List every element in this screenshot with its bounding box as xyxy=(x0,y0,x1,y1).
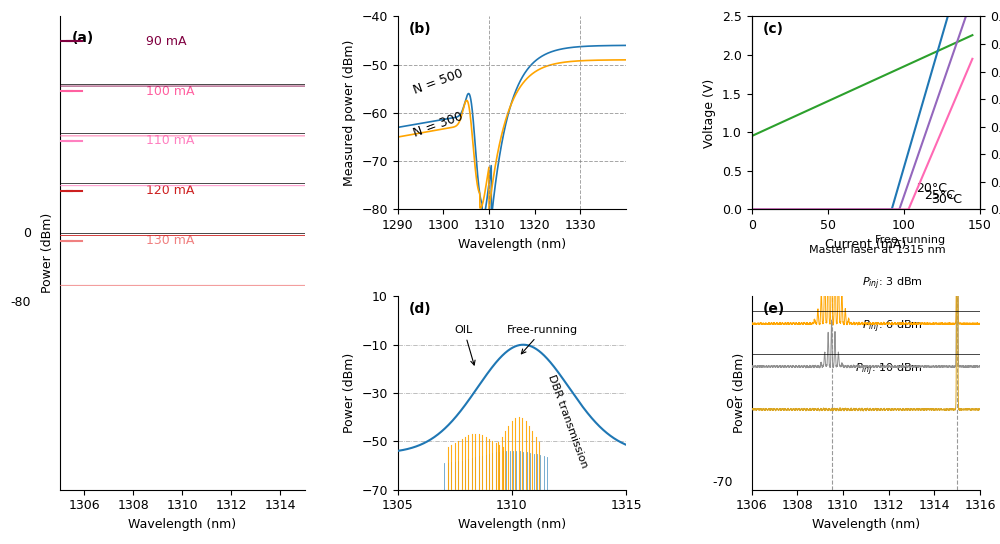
Text: 130 mA: 130 mA xyxy=(146,234,194,247)
Text: -80: -80 xyxy=(10,296,31,310)
Y-axis label: Voltage (V): Voltage (V) xyxy=(703,78,716,147)
X-axis label: Wavelength (nm): Wavelength (nm) xyxy=(458,238,566,251)
Text: Free-running: Free-running xyxy=(875,236,946,245)
Text: (a): (a) xyxy=(72,30,94,45)
Text: Master laser at 1315 nm: Master laser at 1315 nm xyxy=(809,245,946,256)
Text: 30°C: 30°C xyxy=(931,193,962,206)
Text: DBR transmission: DBR transmission xyxy=(546,374,589,470)
Text: $P_{inj}$: 3 dBm: $P_{inj}$: 3 dBm xyxy=(862,276,923,292)
Text: -70: -70 xyxy=(713,476,733,489)
Text: $P_{inj}$: 6 dBm: $P_{inj}$: 6 dBm xyxy=(862,319,923,335)
X-axis label: Wavelength (nm): Wavelength (nm) xyxy=(458,518,566,531)
Y-axis label: Power (dBm): Power (dBm) xyxy=(41,213,54,293)
Text: N = 300: N = 300 xyxy=(411,110,465,140)
Y-axis label: Power (dBm): Power (dBm) xyxy=(343,353,356,433)
Text: (c): (c) xyxy=(763,22,784,36)
Text: $P_{inj}$: 10 dBm: $P_{inj}$: 10 dBm xyxy=(855,362,923,378)
Text: (b): (b) xyxy=(409,22,432,36)
Text: 0: 0 xyxy=(725,398,733,411)
Text: (e): (e) xyxy=(763,302,785,316)
X-axis label: Wavelength (nm): Wavelength (nm) xyxy=(812,518,920,531)
Text: 20°C: 20°C xyxy=(916,182,947,195)
Text: Free-running: Free-running xyxy=(507,325,578,354)
Text: N = 500: N = 500 xyxy=(411,66,465,97)
X-axis label: Current (mA): Current (mA) xyxy=(825,238,906,251)
Text: 25°C: 25°C xyxy=(924,189,955,202)
Y-axis label: Power (dBm): Power (dBm) xyxy=(733,353,746,433)
Text: 110 mA: 110 mA xyxy=(146,134,194,147)
Text: 90 mA: 90 mA xyxy=(146,35,186,48)
Text: OIL: OIL xyxy=(455,325,475,365)
X-axis label: Wavelength (nm): Wavelength (nm) xyxy=(128,518,236,531)
Text: 0: 0 xyxy=(23,226,31,239)
Text: 100 mA: 100 mA xyxy=(146,84,194,97)
Y-axis label: Measured power (dBm): Measured power (dBm) xyxy=(343,40,356,186)
Text: (d): (d) xyxy=(409,302,432,316)
Text: 120 mA: 120 mA xyxy=(146,184,194,197)
